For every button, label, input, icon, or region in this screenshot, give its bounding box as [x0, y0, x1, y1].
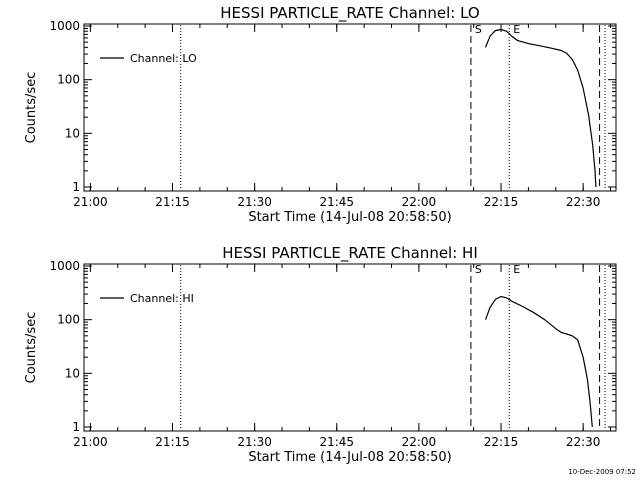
x-tick-label: 22:15 [484, 435, 519, 449]
data-series-line [484, 28, 597, 188]
chart-title: HESSI PARTICLE_RATE Channel: LO [220, 4, 479, 23]
chart-panel-1: HESSI PARTICLE_RATE Channel: HI Counts/se… [24, 244, 617, 465]
y-tick-label: 100 [57, 313, 80, 327]
legend-label: Channel: HI [130, 292, 194, 305]
x-axis-label: Start Time (14-Jul-08 20:58:50) [248, 450, 451, 465]
x-tick-label: 22:15 [484, 195, 519, 209]
y-tick-label: 1 [72, 180, 80, 194]
y-tick-label: 100 [57, 73, 80, 87]
y-tick-label: 1000 [49, 19, 80, 33]
x-tick-label: 22:30 [566, 195, 601, 209]
marker-label: S [475, 263, 482, 276]
x-tick-label: 21:00 [73, 195, 108, 209]
chart-title: HESSI PARTICLE_RATE Channel: HI [222, 244, 478, 263]
data-series-line [484, 295, 593, 428]
footer-timestamp: 10-Dec-2009 07:52 [568, 468, 636, 476]
marker-label: S [475, 23, 482, 36]
chart-panel-0: HESSI PARTICLE_RATE Channel: LO Counts/se… [24, 4, 617, 225]
marker-label: E [513, 23, 520, 36]
x-tick-label: 22:00 [402, 435, 437, 449]
y-axis-label: Counts/sec [24, 312, 39, 384]
marker-label: E [513, 263, 520, 276]
x-tick-label: 21:00 [73, 435, 108, 449]
x-tick-label: 22:30 [566, 435, 601, 449]
plot-frame [83, 23, 617, 192]
y-tick-label: 1000 [49, 259, 80, 273]
y-axis-label: Counts/sec [24, 72, 39, 144]
x-tick-label: 21:45 [319, 435, 354, 449]
plot-frame [83, 263, 617, 432]
x-tick-label: 22:00 [402, 195, 437, 209]
x-tick-label: 21:45 [319, 195, 354, 209]
x-tick-label: 21:30 [237, 435, 272, 449]
x-tick-label: 21:15 [155, 435, 190, 449]
x-tick-label: 21:30 [237, 195, 272, 209]
y-tick-label: 10 [65, 126, 80, 140]
y-tick-label: 10 [65, 366, 80, 380]
y-tick-label: 1 [72, 420, 80, 434]
x-tick-label: 21:15 [155, 195, 190, 209]
legend-label: Channel: LO [130, 52, 197, 65]
x-axis-label: Start Time (14-Jul-08 20:58:50) [248, 210, 451, 225]
